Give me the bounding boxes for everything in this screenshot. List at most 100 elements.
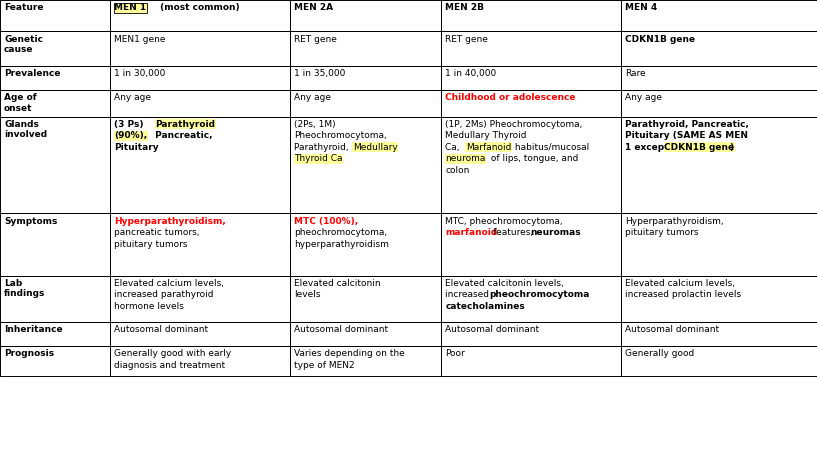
Bar xyxy=(110,346,290,376)
Bar xyxy=(0,346,110,376)
Text: Ca,: Ca, xyxy=(445,143,462,152)
Text: colon: colon xyxy=(445,166,470,175)
Text: CDKN1B gene: CDKN1B gene xyxy=(625,35,695,44)
Bar xyxy=(621,276,817,322)
Text: (3 Ps): (3 Ps) xyxy=(114,120,147,129)
Bar xyxy=(110,117,290,213)
Text: Medullary Thyroid: Medullary Thyroid xyxy=(445,131,527,141)
Bar xyxy=(621,117,817,213)
Bar xyxy=(110,66,290,90)
Text: hormone levels: hormone levels xyxy=(114,302,185,311)
Bar xyxy=(0,276,110,322)
Text: Autosomal dominant: Autosomal dominant xyxy=(294,325,388,334)
Bar xyxy=(0,31,110,66)
Text: neuroma: neuroma xyxy=(445,154,485,164)
Text: 1 in 40,000: 1 in 40,000 xyxy=(445,69,497,78)
Text: Poor: Poor xyxy=(445,349,465,358)
Text: pituitary tumors: pituitary tumors xyxy=(625,228,699,237)
Text: MTC (100%),: MTC (100%), xyxy=(294,217,358,226)
Bar xyxy=(290,322,441,346)
Text: Parathyroid, Pancreatic,: Parathyroid, Pancreatic, xyxy=(625,120,749,129)
Bar xyxy=(290,117,441,213)
Text: Autosomal dominant: Autosomal dominant xyxy=(445,325,539,334)
Text: pheochromocytoma,: pheochromocytoma, xyxy=(294,228,387,237)
Text: Rare: Rare xyxy=(625,69,645,78)
Text: MEN1 gene: MEN1 gene xyxy=(114,35,166,44)
Text: Any age: Any age xyxy=(625,93,662,102)
Bar xyxy=(110,0,290,31)
Bar xyxy=(0,0,110,31)
Text: Generally good: Generally good xyxy=(625,349,694,358)
Bar xyxy=(110,90,290,117)
Bar xyxy=(0,117,110,213)
Text: Parathyroid: Parathyroid xyxy=(155,120,215,129)
Text: Any age: Any age xyxy=(114,93,151,102)
Text: catecholamines: catecholamines xyxy=(445,302,525,311)
Bar xyxy=(441,66,621,90)
Bar xyxy=(441,276,621,322)
Bar xyxy=(621,322,817,346)
Text: (2Ps, 1M): (2Ps, 1M) xyxy=(294,120,336,129)
Bar xyxy=(441,346,621,376)
Text: 1 except: 1 except xyxy=(625,143,672,152)
Bar xyxy=(621,90,817,117)
Text: Elevated calcium levels,: Elevated calcium levels, xyxy=(625,279,735,288)
Text: Thyroid Ca: Thyroid Ca xyxy=(294,154,342,164)
Text: habitus/mucosal: habitus/mucosal xyxy=(512,143,590,152)
Text: features,: features, xyxy=(490,228,536,237)
Text: Hyperparathyroidism,: Hyperparathyroidism, xyxy=(625,217,724,226)
Bar xyxy=(290,90,441,117)
Text: Elevated calcium levels,: Elevated calcium levels, xyxy=(114,279,225,288)
Bar xyxy=(621,66,817,90)
Text: levels: levels xyxy=(294,290,320,300)
Bar xyxy=(290,276,441,322)
Text: ): ) xyxy=(730,143,734,152)
Text: Varies depending on the: Varies depending on the xyxy=(294,349,405,358)
Text: hyperparathyroidism: hyperparathyroidism xyxy=(294,240,389,249)
Text: Autosomal dominant: Autosomal dominant xyxy=(114,325,208,334)
Text: MEN 2A: MEN 2A xyxy=(294,3,333,12)
Bar xyxy=(110,213,290,276)
Text: RET gene: RET gene xyxy=(445,35,488,44)
Bar xyxy=(290,346,441,376)
Text: Elevated calcitonin levels,: Elevated calcitonin levels, xyxy=(445,279,564,288)
Bar xyxy=(441,322,621,346)
Text: Elevated calcitonin: Elevated calcitonin xyxy=(294,279,381,288)
Text: Lab
findings: Lab findings xyxy=(4,279,46,298)
Bar xyxy=(290,31,441,66)
Bar xyxy=(290,0,441,31)
Bar xyxy=(441,31,621,66)
Text: (most common): (most common) xyxy=(157,3,239,12)
Bar xyxy=(110,276,290,322)
Text: Prevalence: Prevalence xyxy=(4,69,60,78)
Text: pheochromocytoma: pheochromocytoma xyxy=(489,290,590,300)
Bar xyxy=(290,66,441,90)
Bar xyxy=(0,66,110,90)
Text: Autosomal dominant: Autosomal dominant xyxy=(625,325,719,334)
Bar xyxy=(621,31,817,66)
Bar xyxy=(110,322,290,346)
Text: Pheochromocytoma,: Pheochromocytoma, xyxy=(294,131,387,141)
Text: Inheritance: Inheritance xyxy=(4,325,63,334)
Text: Pituitary: Pituitary xyxy=(114,143,159,152)
Bar xyxy=(441,0,621,31)
Text: Medullary: Medullary xyxy=(353,143,398,152)
Text: pituitary tumors: pituitary tumors xyxy=(114,240,188,249)
Text: MTC, pheochromocytoma,: MTC, pheochromocytoma, xyxy=(445,217,563,226)
Text: Childhood or adolescence: Childhood or adolescence xyxy=(445,93,576,102)
Text: (1P, 2Ms) Pheochromocytoma,: (1P, 2Ms) Pheochromocytoma, xyxy=(445,120,583,129)
Text: Pituitary (SAME AS MEN: Pituitary (SAME AS MEN xyxy=(625,131,748,141)
Text: diagnosis and treatment: diagnosis and treatment xyxy=(114,361,225,370)
Text: Symptoms: Symptoms xyxy=(4,217,57,226)
Text: Age of
onset: Age of onset xyxy=(4,93,37,112)
Bar xyxy=(290,213,441,276)
Text: type of MEN2: type of MEN2 xyxy=(294,361,355,370)
Text: increased parathyroid: increased parathyroid xyxy=(114,290,214,300)
Bar xyxy=(0,90,110,117)
Text: Parathyroid,: Parathyroid, xyxy=(294,143,351,152)
Text: Pancreatic,: Pancreatic, xyxy=(152,131,212,141)
Bar xyxy=(621,0,817,31)
Text: increased: increased xyxy=(445,290,492,300)
Text: (90%),: (90%), xyxy=(114,131,148,141)
Text: MEN 4: MEN 4 xyxy=(625,3,657,12)
